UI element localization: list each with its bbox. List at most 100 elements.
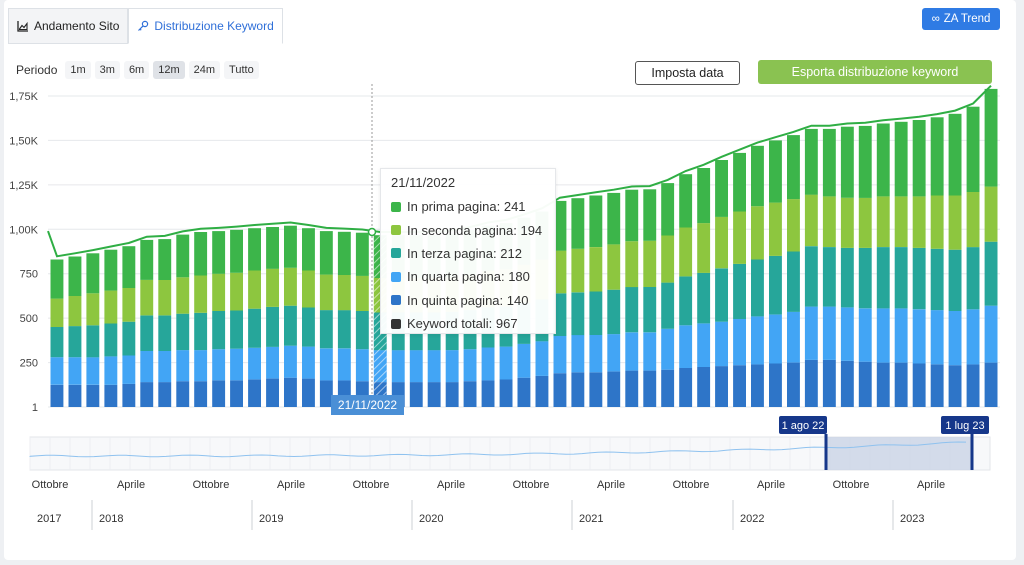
za-trend-button[interactable]: ∞ ZA Trend — [922, 8, 1000, 30]
legend-swatch — [391, 295, 401, 306]
bar-segment — [104, 384, 118, 407]
bar-segment — [140, 239, 154, 280]
y-tick-label: 1,50K — [9, 135, 38, 147]
bar-segment — [966, 309, 980, 365]
bar-segment — [212, 311, 226, 350]
bar-segment — [302, 346, 315, 379]
bar-segment — [751, 316, 764, 365]
bar-segment — [912, 309, 926, 364]
y-tick-label: 1 — [32, 402, 38, 414]
bar-segment — [319, 348, 333, 381]
bar-segment — [517, 343, 531, 378]
navigator-year-label: 2019 — [259, 513, 283, 525]
period-3m[interactable]: 3m — [94, 61, 120, 79]
bar-segment — [840, 197, 854, 248]
bar-segment — [661, 235, 675, 283]
bar-segment — [948, 113, 962, 196]
bar-segment — [787, 251, 800, 312]
bar-segment — [751, 364, 764, 407]
bar-segment — [697, 367, 711, 407]
bar-segment — [948, 365, 962, 407]
bar-segment — [697, 323, 711, 367]
period-selector: Periodo 1m 3m 6m 12m 24m Tutto — [16, 61, 259, 79]
bar-segment — [230, 229, 243, 273]
bar-segment — [194, 232, 208, 276]
bar-segment — [715, 268, 728, 322]
bar-segment — [409, 350, 423, 383]
chart-tooltip: 21/11/2022 In prima pagina: 241 In secon… — [380, 168, 556, 334]
export-button[interactable]: Esporta distribuzione keyword — [758, 60, 992, 84]
bar-segment — [445, 382, 459, 407]
bar-segment — [122, 321, 136, 356]
za-trend-label: ZA Trend — [943, 13, 991, 25]
bar-segment — [930, 364, 944, 407]
period-tutto[interactable]: Tutto — [224, 61, 259, 79]
bar-segment — [104, 290, 118, 324]
tooltip-row: In prima pagina: 241 — [391, 195, 545, 218]
period-1m[interactable]: 1m — [65, 61, 91, 79]
bar-segment — [158, 239, 172, 280]
bar-segment — [86, 384, 100, 407]
bar-segment — [589, 291, 603, 335]
bar-segment — [876, 362, 890, 407]
bar-segment — [697, 223, 711, 273]
tooltip-text: Keyword totali: 967 — [407, 316, 518, 332]
bar-segment — [589, 372, 603, 407]
bar-segment — [194, 350, 208, 382]
bar-segment — [966, 192, 980, 248]
bar-segment — [86, 253, 100, 294]
bar-segment — [68, 295, 82, 327]
bar-segment — [302, 270, 315, 308]
tooltip-text: In terza pagina: 212 — [407, 245, 522, 261]
bar-segment — [535, 341, 549, 376]
bar-segment — [266, 227, 279, 269]
bar-segment — [355, 232, 369, 276]
range-end-label-bg — [941, 416, 989, 434]
bar-segment — [984, 305, 998, 363]
bar-segment — [804, 128, 818, 195]
bar-segment — [176, 381, 190, 407]
tooltip-text: In quinta pagina: 140 — [407, 292, 529, 308]
bar-segment — [769, 202, 782, 256]
bar-segment — [104, 356, 118, 385]
bar-segment — [858, 247, 872, 309]
bar-segment — [553, 293, 567, 336]
period-12m[interactable]: 12m — [153, 61, 185, 79]
bar-segment — [769, 363, 782, 407]
period-24m[interactable]: 24m — [188, 61, 221, 79]
bar-segment — [643, 332, 657, 371]
bar-segment — [553, 200, 567, 251]
tab-distribuzione-keyword[interactable]: Distribuzione Keyword — [128, 8, 283, 44]
bar-segment — [858, 361, 872, 407]
bar-segment — [427, 350, 441, 383]
bar-segment — [266, 268, 279, 307]
bar-segment — [104, 249, 118, 291]
bar-segment — [266, 346, 279, 379]
bar-segment — [302, 228, 315, 271]
bar-segment — [679, 325, 693, 368]
bar-segment — [984, 186, 998, 242]
bar-segment — [248, 228, 261, 271]
bar-segment — [68, 357, 82, 385]
bar-segment — [355, 349, 369, 382]
tooltip-text: In seconda pagina: 194 — [407, 222, 543, 238]
bar-segment — [427, 382, 441, 407]
bar-segment — [68, 326, 82, 358]
bar-segment — [804, 246, 818, 307]
bar-segment — [966, 364, 980, 407]
bar-segment — [589, 335, 603, 373]
bar-segment — [894, 247, 908, 309]
bar-segment — [751, 145, 764, 207]
set-date-button[interactable]: Imposta data — [635, 61, 740, 85]
bar-segment — [337, 231, 351, 275]
bar-segment — [230, 272, 243, 311]
period-6m[interactable]: 6m — [123, 61, 150, 79]
bar-segment — [679, 174, 693, 228]
tab-andamento-sito[interactable]: Andamento Sito — [8, 8, 129, 44]
bar-segment — [266, 378, 279, 407]
bar-segment — [50, 259, 64, 299]
navigator-month-label: Aprile — [437, 479, 465, 491]
y-tick-label: 1,25K — [9, 180, 38, 192]
tooltip-date: 21/11/2022 — [391, 175, 456, 190]
bar-segment — [122, 355, 136, 384]
